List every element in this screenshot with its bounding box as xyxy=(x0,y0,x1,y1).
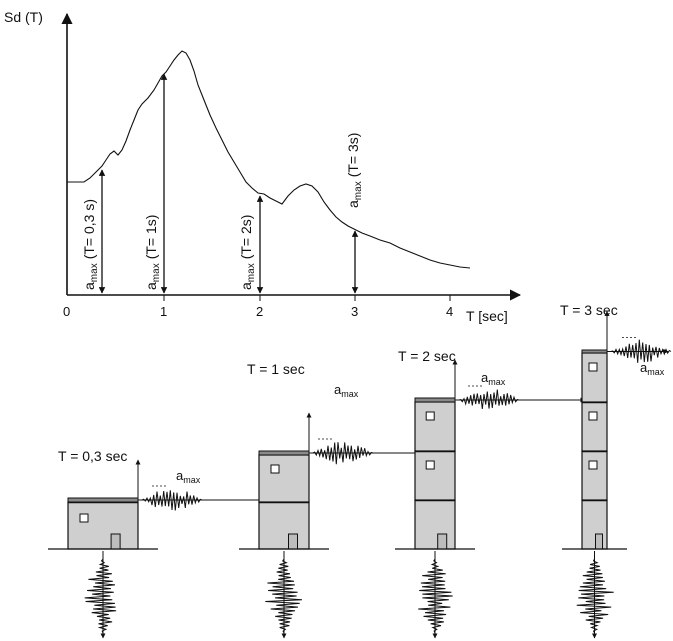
amax-symbol-3: a xyxy=(238,282,254,290)
amax-period-4: (T= 3s) xyxy=(345,133,361,178)
x-tick-1: 1 xyxy=(160,304,167,319)
building-4-story xyxy=(581,450,608,501)
building-1 xyxy=(48,459,269,639)
amax-subscript-3: max xyxy=(246,263,257,282)
building-1-door xyxy=(110,533,121,550)
x-axis-label: T [sec] xyxy=(466,308,508,324)
svg-text:amax(T= 2s): amax (T= 2s) xyxy=(238,215,257,290)
building-1-story xyxy=(67,501,139,550)
amax-subscript-1: max xyxy=(89,263,100,282)
x-tick-0: 0 xyxy=(63,304,70,319)
spectrum-chart: Sd (T) T [sec] 0 1 2 3 4 amax(T= 0,3 s) … xyxy=(4,9,522,324)
building-3-window xyxy=(425,460,435,470)
building-1-period-label: T = 0,3 sec xyxy=(58,448,127,464)
amax-symbol-2: a xyxy=(143,282,159,290)
building-3-window xyxy=(425,411,435,421)
amax-marker-1: amax (T= 0,3 s) xyxy=(81,169,106,294)
building-3-roof xyxy=(414,397,456,403)
x-tick-3: 3 xyxy=(351,304,358,319)
roof-amax-label-1: amax xyxy=(176,468,201,485)
building-4-window xyxy=(588,460,598,470)
x-ticks: 0 1 2 3 4 xyxy=(63,295,453,319)
building-4-roof-response xyxy=(610,339,672,363)
amax-marker-3: amax (T= 2s) xyxy=(238,195,264,294)
building-2-story xyxy=(258,501,310,550)
amax-period-3: (T= 2s) xyxy=(238,215,254,260)
building-3-story xyxy=(414,450,456,501)
building-2-window xyxy=(270,464,280,474)
x-tick-2: 2 xyxy=(256,304,263,319)
building-2-story xyxy=(258,454,310,503)
building-1-roof xyxy=(67,497,139,503)
building-3-story xyxy=(414,401,456,452)
building-4-period-label: T = 3 sec xyxy=(560,302,618,318)
amax-marker-4: amax (T= 3s) xyxy=(345,133,364,294)
building-2-period-label: T = 1 sec xyxy=(247,361,305,377)
building-4-story xyxy=(581,401,608,452)
building-1-ground-motion xyxy=(84,558,117,634)
building-2-ground-motion xyxy=(265,558,303,634)
building-2-door xyxy=(288,533,298,550)
amax-period-2: (T= 1s) xyxy=(143,215,159,260)
building-3 xyxy=(395,359,586,639)
y-axis-label: Sd (T) xyxy=(4,9,43,25)
building-2 xyxy=(239,412,440,639)
amax-symbol-1: a xyxy=(81,282,97,290)
amax-subscript-2: max xyxy=(151,263,162,282)
building-4-window xyxy=(588,362,598,372)
amax-symbol-4: a xyxy=(345,200,361,208)
building-4-window xyxy=(588,411,598,421)
x-tick-4: 4 xyxy=(446,304,453,319)
building-2-roof-response xyxy=(312,442,374,465)
roof-amax-label-3: amax xyxy=(481,370,506,387)
building-3-period-label: T = 2 sec xyxy=(398,348,456,364)
building-3-ground-motion xyxy=(418,558,453,634)
building-2-roof xyxy=(258,450,310,456)
building-4-story xyxy=(581,352,608,403)
building-3-story xyxy=(414,499,456,550)
building-1-window xyxy=(79,513,89,523)
amax-marker-2: amax (T= 1s) xyxy=(143,73,168,294)
svg-text:amax(T= 0,3 s): amax (T= 0,3 s) xyxy=(81,199,100,290)
building-4-story xyxy=(581,499,608,550)
svg-text:amax(T= 1s): amax (T= 1s) xyxy=(143,215,162,290)
building-4-door xyxy=(595,533,603,550)
amax-subscript-4: max xyxy=(353,181,364,200)
building-3-door xyxy=(437,533,448,550)
amax-period-1: (T= 0,3 s) xyxy=(81,199,97,259)
building-4-ground-motion xyxy=(576,558,614,634)
building-4 xyxy=(562,311,672,639)
building-4-roof xyxy=(581,349,608,354)
building-1-roof-response xyxy=(141,490,203,511)
spectrum-curve xyxy=(67,50,471,269)
roof-amax-label-2: amax xyxy=(334,382,359,399)
svg-text:amax(T= 3s): amax (T= 3s) xyxy=(345,133,364,208)
building-3-roof-response xyxy=(458,389,520,410)
roof-amax-label-4: amax xyxy=(640,360,665,377)
buildings-row: T = 0,3 sec T = 1 sec T = 2 sec T = 3 se… xyxy=(48,302,672,639)
